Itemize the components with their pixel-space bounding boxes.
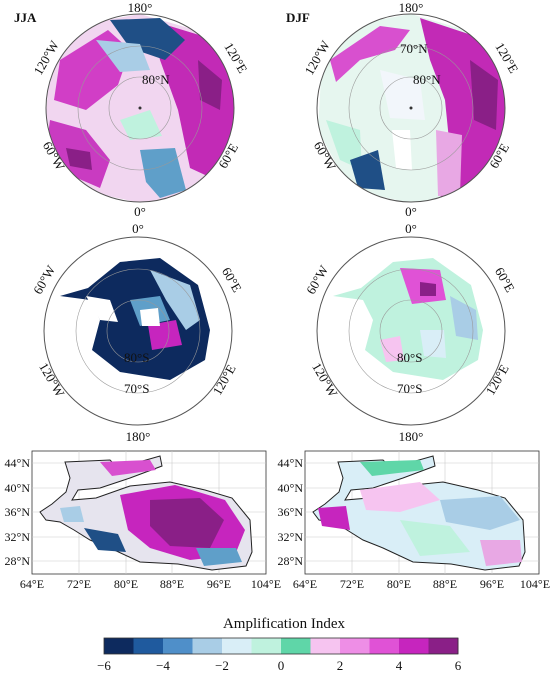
colorbar-swatch — [222, 638, 252, 654]
tp-jja-lat-36n: 36°N — [5, 505, 31, 519]
antarctic-jja-lat-70s: 70°S — [124, 381, 149, 396]
colorbar-swatch — [399, 638, 429, 654]
arctic-djf-lat-80n: 80°N — [413, 72, 441, 87]
colorbar-swatch — [340, 638, 370, 654]
antarctic-djf-landmass — [333, 258, 483, 380]
arctic-djf-season-label: DJF — [286, 10, 310, 25]
antarctic-jja-lon-bottom: 180° — [126, 429, 151, 444]
tp-djf-lon-64e: 64°E — [293, 577, 317, 591]
tp-jja-lon-64e: 64°E — [20, 577, 44, 591]
tp-jja-lon-96e: 96°E — [207, 577, 231, 591]
colorbar-tick-neg6: −6 — [97, 658, 111, 673]
tp-djf-lat-28n: 28°N — [278, 554, 304, 568]
colorbar-swatch — [428, 638, 459, 654]
tp-jja-lon-80e: 80°E — [114, 577, 138, 591]
antarctic-jja-lon-120w: 120°W — [36, 360, 68, 400]
antarctic-djf-lat-80s: 80°S — [397, 350, 422, 365]
tp-djf-lon-96e: 96°E — [480, 577, 504, 591]
antarctic-djf-lon-bottom: 180° — [399, 429, 424, 444]
tp-djf-lon-104e: 104°E — [520, 577, 550, 591]
arctic-djf-landmass — [317, 14, 505, 202]
colorbar-swatch — [133, 638, 164, 654]
colorbar-swatch — [310, 638, 341, 654]
antarctic-jja-landmass — [60, 258, 210, 380]
antarctic-djf-lon-top: 0° — [405, 221, 417, 236]
colorbar-frame — [103, 637, 459, 655]
antarctic-djf-lon-120w: 120°W — [309, 360, 341, 400]
arctic-djf-lon-top: 180° — [399, 0, 424, 15]
arctic-djf-lat-70n: 70°N — [400, 41, 428, 56]
tp-djf-lat-32n: 32°N — [278, 530, 304, 544]
tp-djf-lon-72e: 72°E — [340, 577, 364, 591]
colorbar-swatch — [104, 638, 134, 654]
tp-jja-lon-104e: 104°E — [251, 577, 281, 591]
arctic-jja-season-label: JJA — [14, 10, 37, 25]
antarctic-jja-lon-top: 0° — [132, 221, 144, 236]
colorbar-swatch — [163, 638, 193, 654]
colorbar-swatch — [281, 638, 311, 654]
arctic-jja-lat-80n: 80°N — [142, 72, 170, 87]
antarctic-djf-lat-70s: 70°S — [397, 381, 422, 396]
tp-djf-lon-88e: 88°E — [433, 577, 457, 591]
colorbar-swatch — [192, 638, 223, 654]
arctic-jja-landmass — [46, 14, 234, 202]
arctic-djf-map: DJF 180° 0° 120°W 120°E 60°W 60°E 80°N 7… — [286, 0, 522, 219]
colorbar-tick-neg4: −4 — [156, 658, 170, 673]
antarctic-jja-lon-120e: 120°E — [209, 362, 238, 398]
arctic-jja-lon-bottom: 0° — [134, 204, 146, 219]
tp-jja-lon-72e: 72°E — [67, 577, 91, 591]
colorbar-tick-6: 6 — [455, 658, 462, 673]
colorbar-tick-0: 0 — [278, 658, 285, 673]
tp-jja-lat-44n: 44°N — [5, 456, 31, 470]
colorbar-tick-2: 2 — [337, 658, 344, 673]
colorbar-swatch — [369, 638, 400, 654]
antarctic-jja-map: 0° 180° 60°W 60°E 120°W 120°E 80°S 70°S — [30, 221, 245, 444]
tp-djf-lat-40n: 40°N — [278, 481, 304, 495]
tp-djf-lat-36n: 36°N — [278, 505, 304, 519]
tp-djf-map: 44°N 40°N 36°N 32°N 28°N 64°E 72°E 80°E … — [278, 450, 550, 591]
arctic-jja-lon-top: 180° — [128, 0, 153, 15]
colorbar-tick-4: 4 — [396, 658, 403, 673]
tp-jja-lat-40n: 40°N — [5, 481, 31, 495]
antarctic-jja-lat-80s: 80°S — [124, 350, 149, 365]
antarctic-jja-lon-60w: 60°W — [30, 262, 59, 297]
tp-jja-map: 44°N 40°N 36°N 32°N 28°N 64°E 72°E 80°E … — [5, 450, 281, 591]
tp-jja-lat-28n: 28°N — [5, 554, 31, 568]
colorbar-swatch — [251, 638, 282, 654]
arctic-djf-lon-bottom: 0° — [405, 204, 417, 219]
tp-jja-lat-32n: 32°N — [5, 530, 31, 544]
colorbar-title: Amplification Index — [223, 616, 346, 632]
antarctic-djf-map: 0° 180° 60°W 60°E 120°W 120°E 80°S 70°S — [303, 221, 518, 444]
tp-djf-lon-80e: 80°E — [387, 577, 411, 591]
antarctic-djf-lon-120e: 120°E — [482, 362, 511, 398]
arctic-jja-map: JJA 180° 0° 120°W 120°E 60°W 60°E 80°N — [14, 0, 251, 219]
colorbar-tick-neg2: −2 — [215, 658, 229, 673]
tp-djf-lat-44n: 44°N — [278, 456, 304, 470]
colorbar-swatches — [104, 638, 459, 654]
tp-djf-region — [312, 455, 526, 571]
tp-jja-lon-88e: 88°E — [160, 577, 184, 591]
tp-jja-region — [39, 455, 253, 571]
antarctic-djf-lon-60w: 60°W — [303, 262, 332, 297]
colorbar: Amplification Index −6 −4 −2 0 2 4 6 — [97, 616, 462, 673]
